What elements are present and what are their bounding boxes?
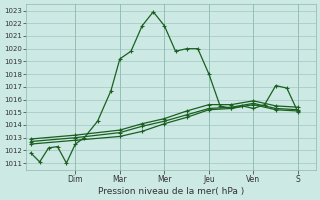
X-axis label: Pression niveau de la mer( hPa ): Pression niveau de la mer( hPa ) (98, 187, 244, 196)
